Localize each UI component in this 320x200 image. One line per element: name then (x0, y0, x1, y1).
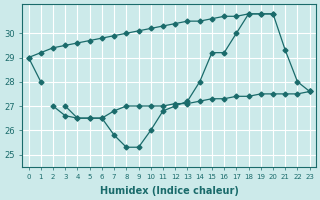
X-axis label: Humidex (Indice chaleur): Humidex (Indice chaleur) (100, 186, 239, 196)
